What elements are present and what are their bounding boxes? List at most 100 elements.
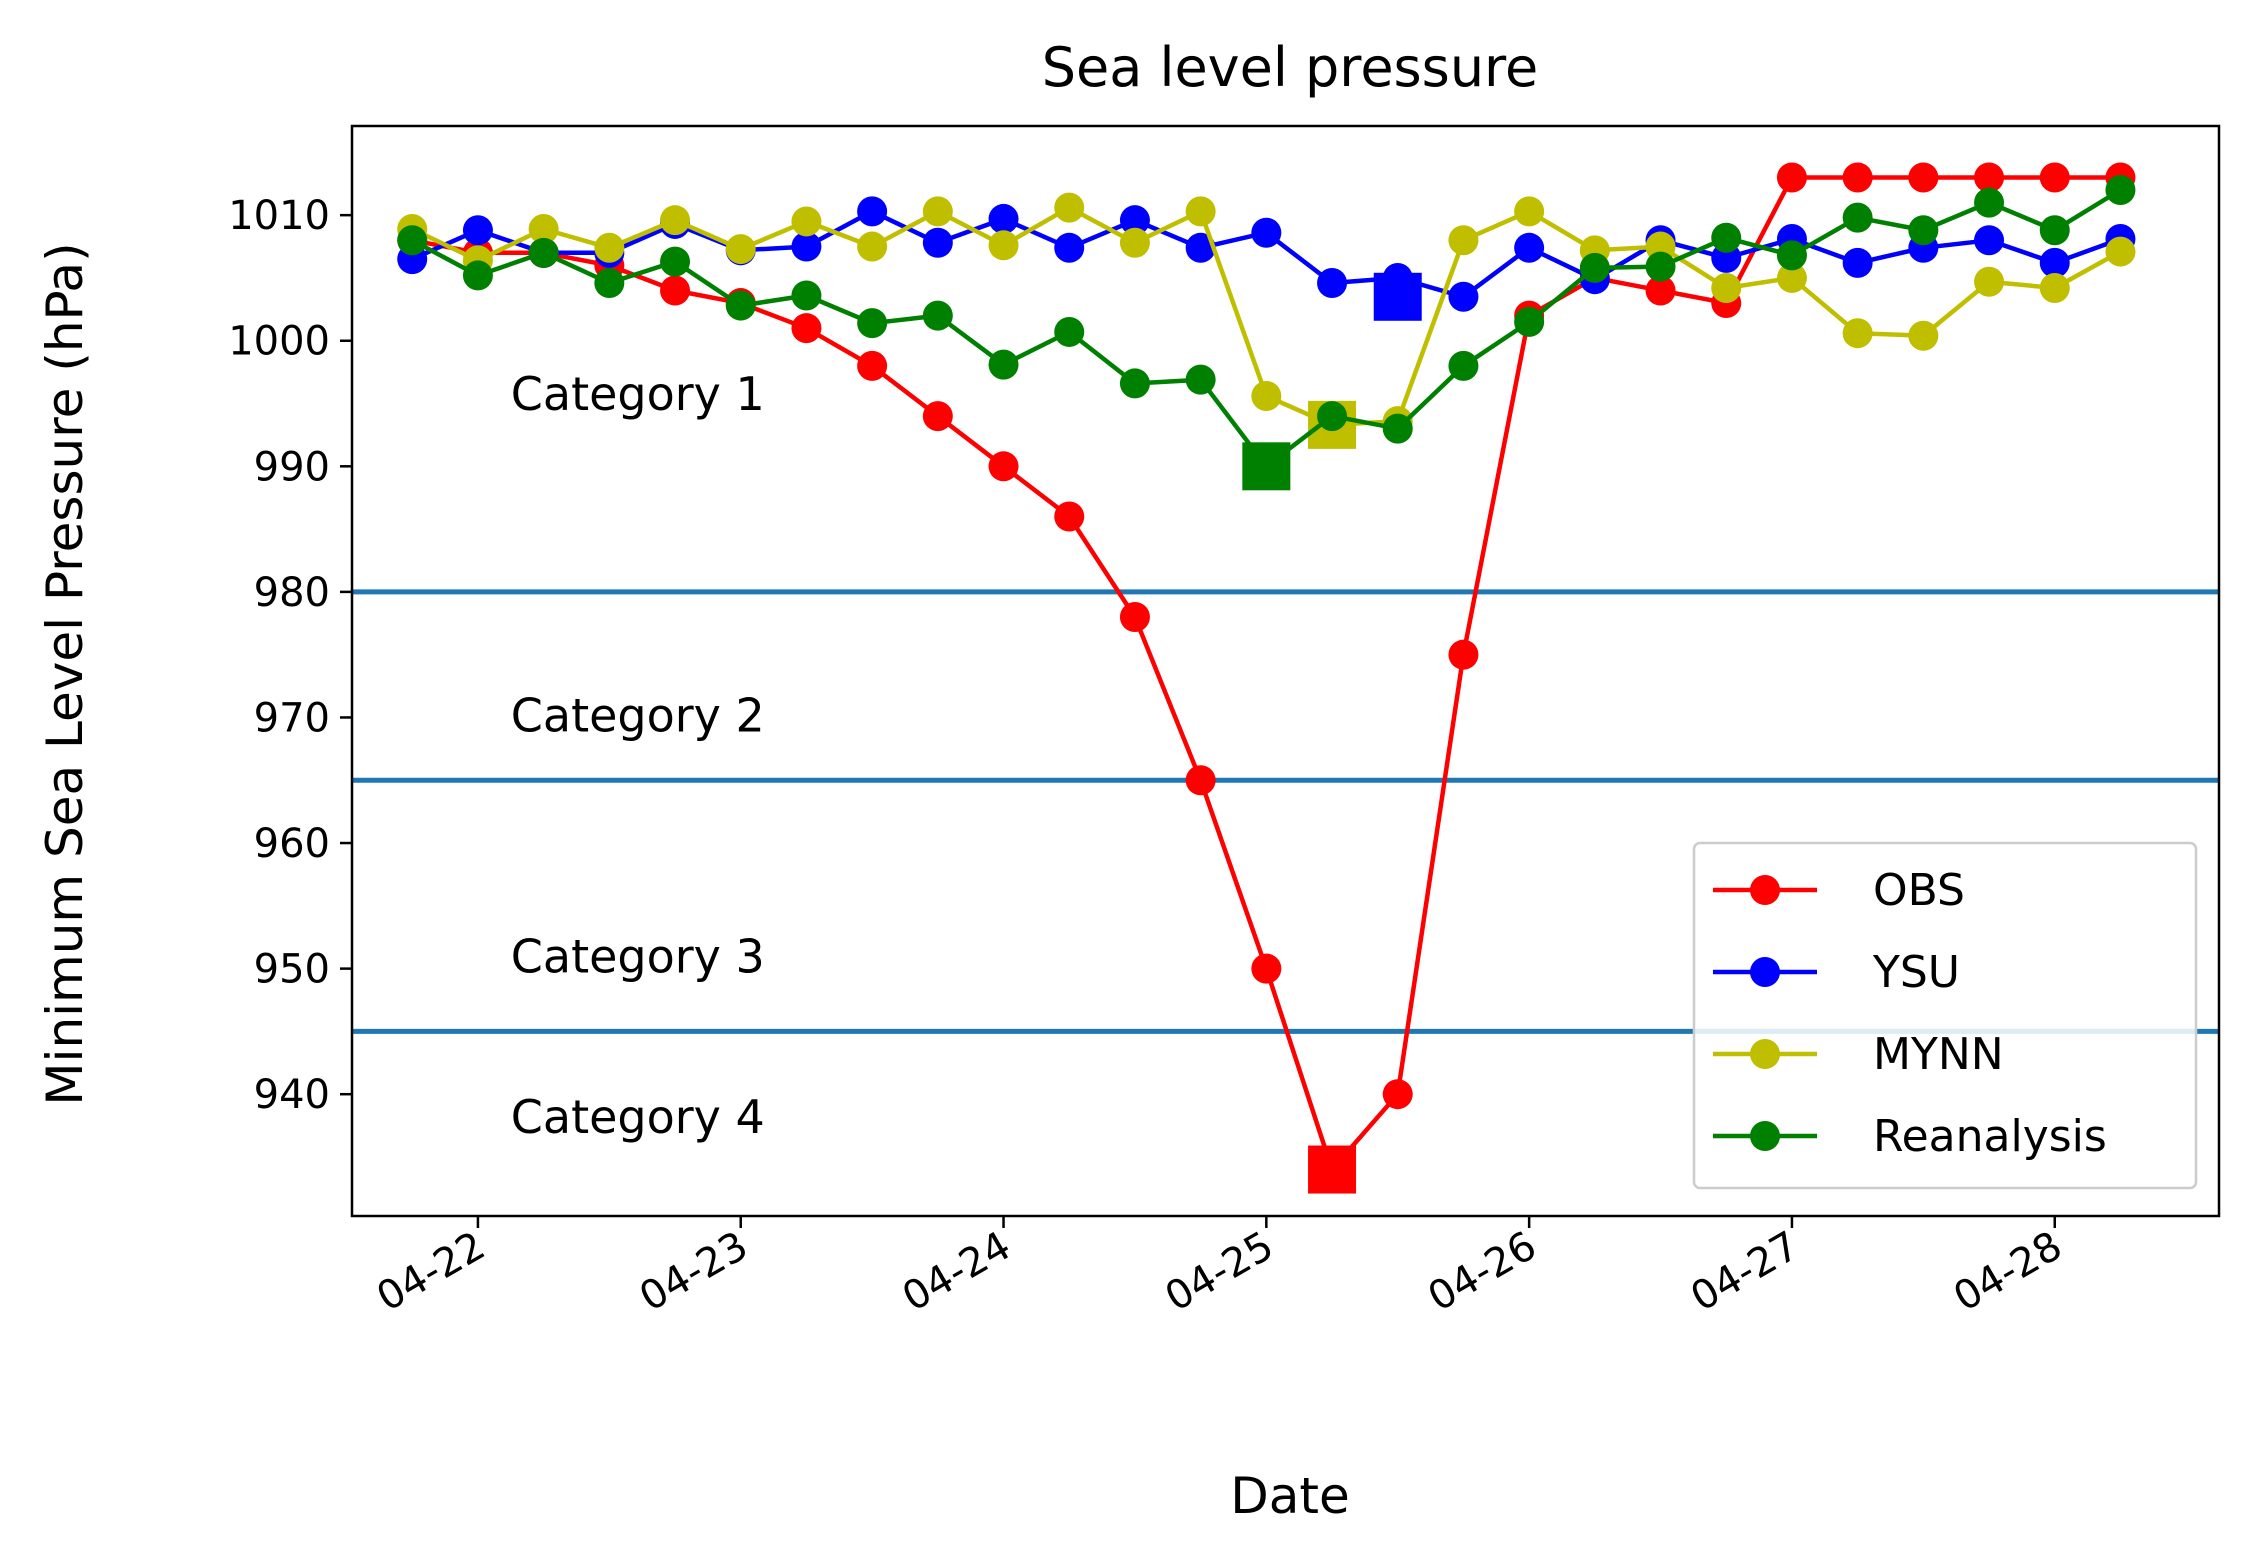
obs-point-25	[1974, 162, 2005, 193]
obs-point-24	[1908, 162, 1939, 193]
ysu-point-17	[1448, 281, 1479, 312]
ysu-point-14	[1251, 217, 1282, 248]
reanalysis-point-22	[1776, 240, 1807, 271]
ysu-point-18	[1514, 232, 1545, 263]
obs-point-9	[922, 401, 953, 432]
ysu-point-13	[1185, 232, 1216, 263]
mynn-point-25	[1974, 266, 2005, 297]
mynn-point-26	[2039, 272, 2070, 303]
obs-point-5	[660, 275, 691, 306]
y-tick-label-970: 970	[254, 695, 330, 741]
mynn-point-8	[857, 231, 888, 262]
mynn-point-21	[1711, 272, 1742, 303]
ysu-point-2	[462, 215, 493, 246]
mynn-point-6	[725, 234, 756, 265]
reanalysis-minimum-marker	[1242, 442, 1291, 491]
obs-minimum-marker	[1308, 1145, 1357, 1194]
ysu-point-26	[2039, 247, 2070, 278]
legend-ysu-marker	[1750, 957, 1780, 987]
reanalysis-point-23	[1842, 202, 1873, 233]
category-label-3: Category 3	[511, 929, 765, 983]
reanalysis-point-10	[988, 349, 1019, 380]
ysu-point-9	[922, 227, 953, 258]
x-tick-label-5: 04-26	[1420, 1223, 1544, 1321]
mynn-point-7	[791, 206, 822, 237]
mynn-point-17	[1448, 225, 1479, 256]
x-tick-label-1: 04-22	[369, 1223, 493, 1321]
mynn-point-24	[1908, 320, 1939, 351]
legend-ysu-label: YSU	[1872, 947, 1960, 998]
ysu-point-7	[791, 231, 822, 262]
reanalysis-point-7	[791, 280, 822, 311]
reanalysis-point-8	[857, 308, 888, 339]
obs-point-22	[1776, 162, 1807, 193]
obs-point-10	[988, 451, 1019, 482]
legend: OBS YSU MYNN Reanalysis	[1692, 841, 2198, 1190]
reanalysis-point-26	[2039, 215, 2070, 246]
obs-point-23	[1842, 162, 1873, 193]
reanalysis-point-25	[1974, 187, 2005, 218]
obs-point-12	[1119, 602, 1150, 633]
legend-reanalysis-marker	[1750, 1121, 1780, 1151]
legend-obs-marker	[1750, 875, 1780, 905]
reanalysis-point-17	[1448, 350, 1479, 381]
reanalysis-point-3	[528, 237, 559, 268]
x-tick-label-2: 04-23	[632, 1223, 756, 1321]
mynn-point-4	[594, 232, 625, 263]
category-label-1: Category 1	[511, 367, 765, 421]
x-axis-title: Date	[1230, 1467, 1350, 1525]
reanalysis-point-27	[2105, 175, 2136, 206]
reanalysis-point-2	[462, 260, 493, 291]
mynn-point-13	[1185, 196, 1216, 227]
reanalysis-point-11	[1054, 316, 1085, 347]
chart-title: Sea level pressure	[1042, 36, 1539, 99]
obs-point-13	[1185, 765, 1216, 796]
y-tick-label-980: 980	[254, 570, 330, 616]
obs-point-14	[1251, 953, 1282, 984]
ysu-point-11	[1054, 232, 1085, 263]
mynn-point-12	[1119, 227, 1150, 258]
legend-reanalysis-label: Reanalysis	[1873, 1111, 2107, 1162]
mynn-point-11	[1054, 192, 1085, 223]
legend-mynn-label: MYNN	[1873, 1029, 2004, 1080]
category-label-2: Category 2	[511, 688, 765, 742]
plot-frame	[350, 124, 2221, 1218]
reanalysis-point-20	[1645, 251, 1676, 282]
mynn-point-3	[528, 213, 559, 244]
mynn-point-10	[988, 230, 1019, 261]
ysu-minimum-marker	[1373, 272, 1422, 321]
legend-obs-label: OBS	[1873, 865, 1965, 916]
reanalysis-point-9	[922, 300, 953, 331]
ysu-point-23	[1842, 247, 1873, 278]
obs-point-8	[857, 350, 888, 381]
reanalysis-point-15	[1317, 401, 1348, 432]
y-axis-title: Minimum Sea Level Pressure (hPa)	[36, 242, 94, 1105]
x-tick-label-6: 04-27	[1683, 1223, 1807, 1321]
obs-point-16	[1382, 1079, 1413, 1110]
reanalysis-point-6	[725, 290, 756, 321]
reanalysis-point-12	[1119, 368, 1150, 399]
mynn-point-14	[1251, 380, 1282, 411]
ysu-point-15	[1317, 267, 1348, 298]
ysu-point-8	[857, 196, 888, 227]
plot-content: Category 1 Category 2 Category 3 Category 4	[352, 162, 2219, 1194]
x-tick-label-3: 04-24	[895, 1223, 1019, 1321]
legend-box	[1692, 841, 2198, 1190]
obs-point-11	[1054, 501, 1085, 532]
x-tick-label-4: 04-25	[1158, 1223, 1282, 1321]
y-tick-label-1010: 1010	[228, 193, 330, 239]
reanalysis-point-21	[1711, 222, 1742, 253]
mynn-point-18	[1514, 196, 1545, 227]
mynn-point-9	[922, 196, 953, 227]
reanalysis-point-4	[594, 267, 625, 298]
mynn-point-22	[1776, 262, 1807, 293]
mynn-point-5	[660, 205, 691, 236]
legend-mynn-marker	[1750, 1039, 1780, 1069]
ysu-point-12	[1119, 205, 1150, 236]
reanalysis-point-18	[1514, 306, 1545, 337]
y-tick-label-950: 950	[254, 947, 330, 993]
reanalysis-point-19	[1579, 252, 1610, 283]
reanalysis-point-16	[1382, 413, 1413, 444]
